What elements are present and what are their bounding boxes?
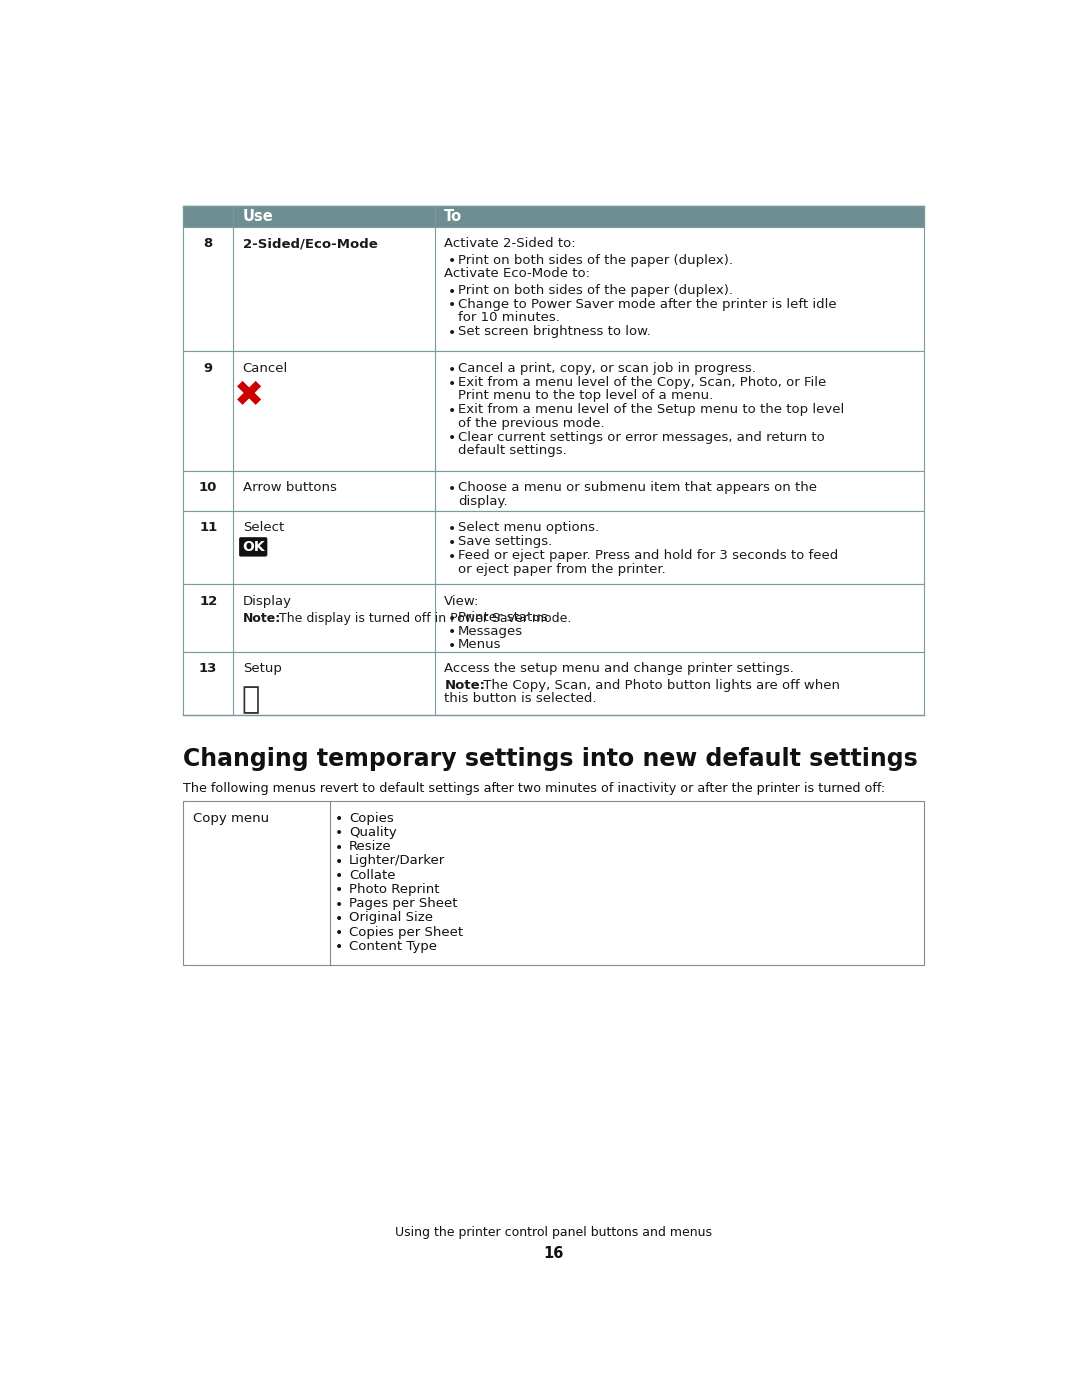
Text: •: • bbox=[335, 855, 343, 869]
Bar bbox=[183, 351, 924, 471]
Text: Access the setup menu and change printer settings.: Access the setup menu and change printer… bbox=[444, 662, 794, 675]
Text: The display is turned off in Power Saver mode.: The display is turned off in Power Saver… bbox=[275, 612, 571, 624]
Text: Using the printer control panel buttons and menus: Using the printer control panel buttons … bbox=[395, 1227, 712, 1239]
Bar bbox=[183, 207, 924, 226]
Text: Setup: Setup bbox=[243, 662, 282, 675]
Text: Print on both sides of the paper (duplex).: Print on both sides of the paper (duplex… bbox=[458, 284, 733, 296]
Text: Set screen brightness to low.: Set screen brightness to low. bbox=[458, 326, 650, 338]
FancyBboxPatch shape bbox=[240, 538, 267, 556]
Text: •: • bbox=[447, 432, 456, 446]
Text: •: • bbox=[335, 812, 343, 826]
Text: •: • bbox=[447, 299, 456, 313]
Text: Photo Reprint: Photo Reprint bbox=[349, 883, 440, 895]
Text: Print menu to the top level of a menu.: Print menu to the top level of a menu. bbox=[458, 390, 713, 402]
Text: ⛯: ⛯ bbox=[241, 685, 259, 714]
Text: Lighter/Darker: Lighter/Darker bbox=[349, 855, 445, 868]
Text: display.: display. bbox=[458, 495, 508, 509]
Bar bbox=[183, 800, 924, 965]
Text: Display: Display bbox=[243, 595, 292, 608]
Text: Feed or eject paper. Press and hold for 3 seconds to feed: Feed or eject paper. Press and hold for … bbox=[458, 549, 838, 562]
Text: 11: 11 bbox=[199, 521, 217, 535]
Text: 2-Sided/Eco-Mode: 2-Sided/Eco-Mode bbox=[243, 237, 378, 250]
Text: Note:: Note: bbox=[243, 612, 281, 624]
Text: 12: 12 bbox=[199, 595, 217, 608]
Text: 13: 13 bbox=[199, 662, 217, 675]
Text: Printer status: Printer status bbox=[458, 610, 548, 624]
Text: this button is selected.: this button is selected. bbox=[444, 693, 597, 705]
Text: Content Type: Content Type bbox=[349, 940, 437, 953]
Text: ✖: ✖ bbox=[233, 379, 264, 414]
Text: •: • bbox=[447, 326, 456, 339]
Text: •: • bbox=[447, 626, 456, 640]
Text: Changing temporary settings into new default settings: Changing temporary settings into new def… bbox=[183, 747, 918, 771]
Text: •: • bbox=[335, 912, 343, 926]
Text: Change to Power Saver mode after the printer is left idle: Change to Power Saver mode after the pri… bbox=[458, 298, 836, 310]
Bar bbox=[183, 584, 924, 651]
Text: Activate Eco-Mode to:: Activate Eco-Mode to: bbox=[444, 267, 591, 281]
Text: •: • bbox=[447, 536, 456, 550]
Text: Original Size: Original Size bbox=[349, 911, 433, 925]
Text: •: • bbox=[447, 404, 456, 418]
Bar bbox=[183, 226, 924, 351]
Text: Quality: Quality bbox=[349, 826, 396, 840]
Bar bbox=[183, 511, 924, 584]
Text: •: • bbox=[447, 612, 456, 626]
Text: 9: 9 bbox=[204, 362, 213, 374]
Text: •: • bbox=[447, 482, 456, 496]
Text: •: • bbox=[447, 522, 456, 536]
Text: The Copy, Scan, and Photo button lights are off when: The Copy, Scan, and Photo button lights … bbox=[478, 679, 840, 692]
Text: Save settings.: Save settings. bbox=[458, 535, 552, 548]
Text: The following menus revert to default settings after two minutes of inactivity o: The following menus revert to default se… bbox=[183, 782, 886, 795]
Text: To: To bbox=[444, 208, 462, 224]
Text: •: • bbox=[335, 827, 343, 841]
Text: •: • bbox=[335, 883, 343, 897]
Text: Menus: Menus bbox=[458, 638, 501, 651]
Bar bbox=[183, 471, 924, 511]
Text: Note:: Note: bbox=[444, 679, 485, 692]
Text: •: • bbox=[447, 640, 456, 654]
Text: Copies: Copies bbox=[349, 812, 393, 824]
Text: View:: View: bbox=[444, 595, 480, 608]
Text: Choose a menu or submenu item that appears on the: Choose a menu or submenu item that appea… bbox=[458, 482, 816, 495]
Text: Use: Use bbox=[243, 208, 273, 224]
Text: •: • bbox=[335, 841, 343, 855]
Text: •: • bbox=[447, 549, 456, 563]
Text: Exit from a menu level of the Copy, Scan, Photo, or File: Exit from a menu level of the Copy, Scan… bbox=[458, 376, 826, 388]
Text: Pages per Sheet: Pages per Sheet bbox=[349, 897, 458, 911]
Text: Messages: Messages bbox=[458, 624, 523, 637]
Text: Arrow buttons: Arrow buttons bbox=[243, 482, 337, 495]
Text: for 10 minutes.: for 10 minutes. bbox=[458, 312, 559, 324]
Text: Select: Select bbox=[243, 521, 284, 535]
Text: 8: 8 bbox=[204, 237, 213, 250]
Bar bbox=[183, 651, 924, 715]
Text: •: • bbox=[335, 940, 343, 954]
Text: Collate: Collate bbox=[349, 869, 395, 882]
Text: •: • bbox=[447, 254, 456, 268]
Text: of the previous mode.: of the previous mode. bbox=[458, 416, 605, 430]
Text: Resize: Resize bbox=[349, 840, 392, 854]
Text: •: • bbox=[335, 869, 343, 883]
Text: Select menu options.: Select menu options. bbox=[458, 521, 599, 535]
Text: Copy menu: Copy menu bbox=[193, 812, 269, 824]
Text: •: • bbox=[447, 363, 456, 377]
Text: •: • bbox=[335, 926, 343, 940]
Text: default settings.: default settings. bbox=[458, 444, 567, 457]
Text: Print on both sides of the paper (duplex).: Print on both sides of the paper (duplex… bbox=[458, 254, 733, 267]
Text: •: • bbox=[335, 898, 343, 912]
Text: 10: 10 bbox=[199, 482, 217, 495]
Text: Cancel a print, copy, or scan job in progress.: Cancel a print, copy, or scan job in pro… bbox=[458, 362, 756, 374]
Text: •: • bbox=[447, 285, 456, 299]
Text: or eject paper from the printer.: or eject paper from the printer. bbox=[458, 563, 665, 576]
Text: •: • bbox=[447, 377, 456, 391]
Text: Clear current settings or error messages, and return to: Clear current settings or error messages… bbox=[458, 430, 824, 444]
Text: 16: 16 bbox=[543, 1246, 564, 1261]
Text: Copies per Sheet: Copies per Sheet bbox=[349, 926, 463, 939]
Text: Cancel: Cancel bbox=[243, 362, 288, 374]
Text: OK: OK bbox=[242, 539, 265, 553]
Text: Activate 2-Sided to:: Activate 2-Sided to: bbox=[444, 237, 576, 250]
Text: Exit from a menu level of the Setup menu to the top level: Exit from a menu level of the Setup menu… bbox=[458, 404, 845, 416]
